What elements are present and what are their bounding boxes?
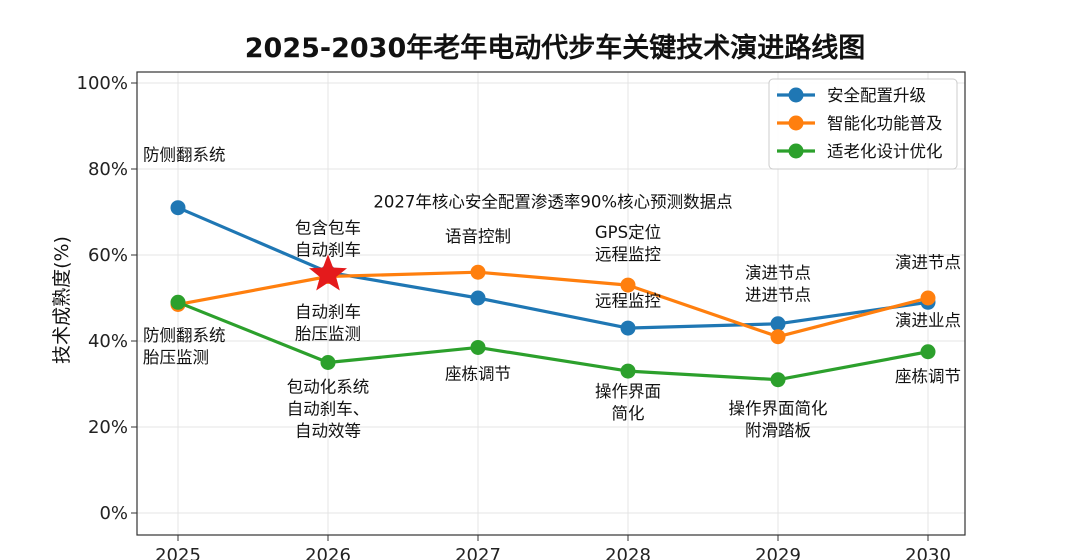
x-tick-label: 2028	[605, 545, 651, 560]
x-axis-ticks: 2025 2026 2027 2028 2029 2030	[155, 535, 951, 560]
legend-marker	[788, 143, 804, 159]
y-tick-label: 60%	[88, 245, 128, 266]
annotation-line: 远程监控	[595, 292, 661, 311]
data-point	[770, 329, 786, 345]
series-lines	[170, 200, 936, 388]
annotation: 语音控制	[445, 227, 511, 246]
data-point	[170, 200, 186, 216]
series-line	[177, 270, 929, 339]
legend-label: 适老化设计优化	[827, 142, 943, 161]
legend-item: 智能化功能普及	[777, 114, 943, 133]
data-point	[770, 372, 786, 388]
legend-box	[768, 78, 958, 170]
annotation-line: 胎压监测	[143, 348, 209, 367]
annotation: 演进节点	[895, 253, 961, 272]
annotation: 座栋调节	[445, 365, 511, 384]
y-tick-label: 80%	[88, 159, 128, 180]
legend-item: 安全配置升级	[777, 86, 926, 105]
data-point	[620, 277, 636, 293]
plot-frame	[136, 71, 966, 536]
annotation-line: GPS定位	[595, 223, 661, 242]
annotation: 演进业点	[895, 311, 961, 330]
highlight-star-marker	[309, 254, 347, 291]
annotation-line: 操作界面	[595, 382, 661, 401]
highlight-star	[309, 254, 347, 291]
y-axis-label: 技术成熟度(%)	[51, 236, 73, 364]
legend-label: 安全配置升级	[827, 86, 926, 105]
x-tick-label: 2030	[905, 545, 951, 560]
annotation-line: 包动化系统	[287, 378, 370, 397]
x-tick-label: 2027	[455, 545, 501, 560]
series-智能化功能普及	[170, 264, 936, 345]
annotation-line: 包含包车	[295, 219, 361, 238]
annotation-line: 演进节点	[745, 264, 811, 283]
y-tick-label: 100%	[77, 73, 128, 94]
legend-item: 适老化设计优化	[777, 142, 943, 161]
legend-label: 智能化功能普及	[827, 114, 943, 133]
annotation: 2027年核心安全配置渗透率90%核心预测数据点	[373, 193, 732, 212]
annotation-line: 自动刹车	[295, 241, 361, 260]
data-point	[920, 344, 936, 360]
annotation-line: 附滑踏板	[745, 421, 811, 440]
annotation-line: 语音控制	[445, 227, 511, 246]
annotation: 座栋调节	[895, 367, 961, 386]
annotation-line: 进进节点	[745, 286, 811, 305]
data-point	[770, 316, 786, 332]
annotation-line: 自动刹车	[295, 302, 361, 321]
series-安全配置升级	[170, 200, 936, 336]
annotation-line: 胎压监测	[295, 324, 361, 343]
annotation-line: 操作界面简化	[729, 399, 828, 418]
y-tick-label: 0%	[99, 503, 128, 524]
annotation-line: 自动效等	[295, 422, 361, 441]
series-line	[177, 300, 929, 382]
annotation-line: 简化	[612, 404, 645, 423]
annotations: 防侧翻系统防侧翻系统胎压监测包含包车自动刹车自动刹车胎压监测包动化系统自动刹车、…	[143, 145, 961, 440]
legend-marker	[788, 87, 804, 103]
series-适老化设计优化	[170, 294, 936, 388]
series-line	[177, 206, 929, 330]
data-point	[470, 339, 486, 355]
chart-title: 2025-2030年老年电动代步车关键技术演进路线图	[245, 32, 866, 64]
y-tick-label: 40%	[88, 331, 128, 352]
annotation: 防侧翻系统	[143, 145, 226, 164]
annotation-line: 2027年核心安全配置渗透率90%核心预测数据点	[373, 193, 732, 212]
legend-marker	[788, 115, 804, 131]
annotation-line: 座栋调节	[445, 365, 511, 384]
annotation-line: 演进节点	[895, 253, 961, 272]
data-point	[620, 363, 636, 379]
annotation-line: 防侧翻系统	[143, 326, 226, 345]
x-tick-label: 2029	[755, 545, 801, 560]
annotation-line: 远程监控	[595, 245, 661, 264]
data-point	[920, 290, 936, 306]
y-axis-label-text: 技术成熟度(%)	[51, 236, 73, 364]
x-tick-label: 2025	[155, 545, 201, 560]
annotation-line: 防侧翻系统	[143, 145, 226, 164]
y-tick-label: 20%	[88, 417, 128, 438]
data-point	[470, 290, 486, 306]
data-point	[320, 355, 336, 370]
x-tick-label: 2026	[305, 545, 351, 560]
annotation: 远程监控	[595, 292, 661, 311]
y-axis-ticks: 0% 20% 40% 60% 80% 100%	[77, 73, 137, 524]
annotation-line: 自动刹车、	[287, 400, 370, 419]
annotation-line: 座栋调节	[895, 367, 961, 386]
data-point	[620, 320, 636, 336]
data-point	[170, 294, 186, 310]
annotation: 操作界面简化	[595, 382, 661, 423]
annotation-line: 演进业点	[895, 311, 961, 330]
data-point	[470, 264, 486, 280]
